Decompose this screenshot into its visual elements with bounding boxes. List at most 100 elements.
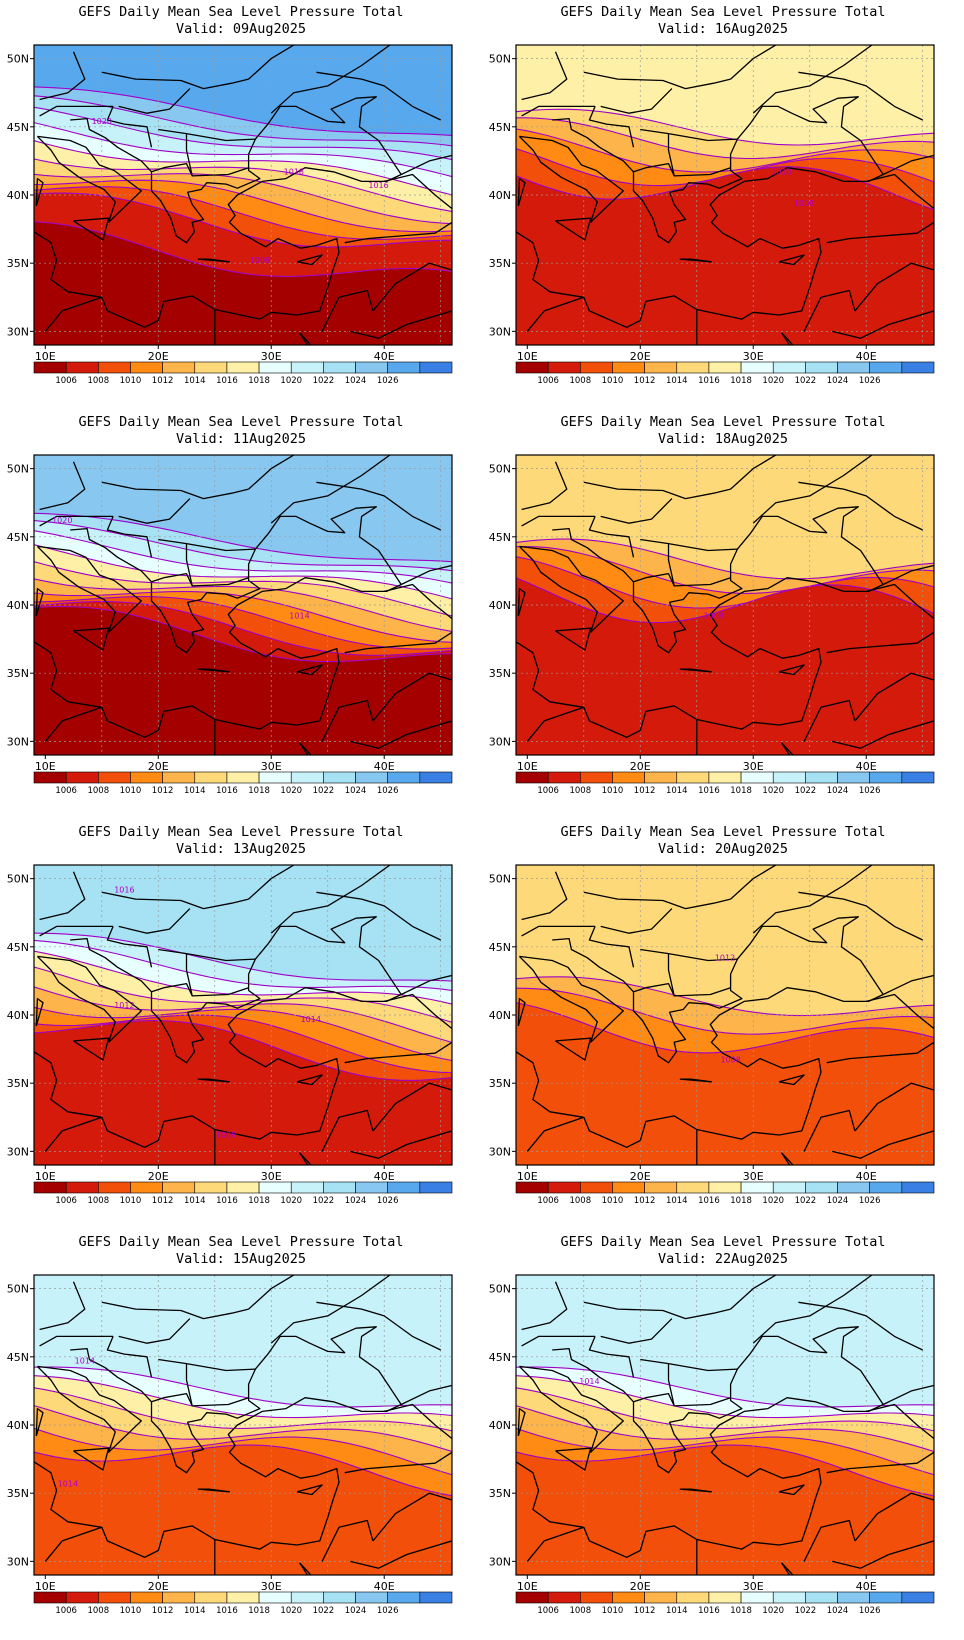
colorbar-swatch	[226, 771, 260, 784]
colorbar-label: 1022	[313, 786, 335, 796]
isobar	[34, 86, 452, 136]
lat-tick-label: 40N	[489, 1419, 511, 1432]
colorbar-swatch	[515, 1591, 549, 1604]
lat-tick-label: 35N	[489, 1077, 511, 1090]
coastline	[667, 133, 675, 177]
coastline	[321, 289, 374, 332]
isobar	[34, 950, 452, 1005]
colorbar: 1006 1008 1010 1012 1014 1016 1018 1020 1022 1024…	[515, 771, 935, 796]
coastline	[854, 1082, 934, 1132]
coastline	[197, 1488, 231, 1493]
coastline	[780, 1562, 795, 1575]
lat-tick-label: 30N	[7, 325, 29, 338]
coastline	[106, 516, 153, 558]
lon-tick-label: 20E	[630, 760, 651, 773]
coastline	[384, 993, 452, 1030]
coastline	[39, 925, 114, 937]
lat-tick-label: 50N	[7, 1283, 29, 1296]
colorbar-swatch	[162, 771, 196, 784]
colorbar-swatch	[162, 1181, 196, 1194]
lon-tick-label: 30E	[261, 1170, 282, 1183]
lat-tick-label: 45N	[489, 941, 511, 954]
colorbar-label: 1006	[55, 376, 77, 386]
coastline	[270, 455, 391, 524]
coastline	[780, 1152, 795, 1165]
coastline	[600, 88, 673, 114]
isobar	[516, 976, 934, 1017]
colorbar-swatch	[65, 1591, 99, 1604]
lat-tick-label: 45N	[489, 531, 511, 544]
colorbar-swatch	[676, 1591, 710, 1604]
isobar	[34, 966, 452, 1023]
coastline	[297, 1074, 323, 1086]
coastline	[185, 543, 193, 587]
coastline	[640, 948, 738, 962]
lat-tick-label: 40N	[7, 1009, 29, 1022]
colorbar-swatch	[387, 361, 421, 374]
coastline	[44, 1526, 103, 1562]
coastline	[633, 982, 731, 997]
isobar	[34, 561, 452, 617]
coastline	[882, 974, 934, 996]
coastline	[316, 891, 441, 941]
isobar	[34, 1020, 452, 1081]
colorbar-label: 1022	[313, 1606, 335, 1616]
isobar-label: 1016	[368, 181, 388, 190]
isobar-label: 1008	[704, 612, 724, 621]
coastline	[798, 481, 923, 531]
isobar	[34, 95, 452, 147]
colorbar-label: 1026	[377, 376, 399, 386]
colorbar-swatch	[33, 771, 67, 784]
colorbar-label: 1010	[602, 376, 624, 386]
map-panel: GEFS Daily Mean Sea Level Pressure Total…	[0, 410, 482, 820]
colorbar-label: 1008	[87, 376, 109, 386]
colorbar-label: 1024	[827, 786, 849, 796]
colorbar-label: 1006	[537, 376, 559, 386]
colorbar-swatch	[772, 361, 806, 374]
isobar	[516, 166, 934, 211]
coastline	[39, 515, 114, 527]
colorbar-swatch	[580, 1181, 613, 1194]
colorbar-swatch	[290, 361, 324, 374]
isobar	[34, 932, 452, 982]
colorbar-label: 1016	[698, 786, 720, 796]
isobar	[34, 544, 452, 600]
lon-tick-label: 30E	[261, 1580, 282, 1593]
coastline	[633, 1392, 731, 1407]
lon-tick-label: 40E	[856, 760, 877, 773]
isobar	[516, 1387, 934, 1432]
isobar	[516, 556, 934, 609]
lat-tick-label: 50N	[489, 873, 511, 886]
coastline	[780, 742, 795, 755]
coastline	[101, 1301, 249, 1320]
coastline	[555, 217, 592, 241]
lon-tick-label: 10E	[517, 1170, 538, 1183]
pressure-map: 1020 1018 1016 1008 50N 45N 40N 35N 30N 10E 20E 30E…	[7, 44, 453, 386]
coastline	[400, 564, 452, 586]
colorbar-label: 1010	[120, 1606, 142, 1616]
colorbar-swatch	[740, 771, 774, 784]
colorbar-label: 1024	[345, 376, 367, 386]
colorbar-swatch	[805, 1591, 838, 1604]
isobar	[34, 1405, 452, 1453]
coastline	[298, 332, 313, 345]
isobar	[34, 1014, 452, 1074]
colorbar-swatch	[419, 361, 453, 374]
coastline	[73, 1447, 110, 1471]
lon-tick-label: 30E	[261, 350, 282, 363]
colorbar-swatch	[547, 771, 581, 784]
lon-tick-label: 10E	[35, 1170, 56, 1183]
coastline	[882, 154, 934, 176]
coastline	[518, 135, 624, 223]
coastline	[882, 564, 934, 586]
lat-tick-label: 35N	[489, 257, 511, 270]
coastline	[298, 1562, 313, 1575]
coastline	[350, 310, 452, 339]
isobar	[34, 106, 452, 161]
lat-tick-label: 45N	[489, 1351, 511, 1364]
pressure-band	[516, 1002, 934, 1165]
colorbar-label: 1008	[569, 786, 591, 796]
colorbar-label: 1020	[762, 1606, 784, 1616]
isobar-label: 1014	[289, 612, 309, 621]
lat-tick-label: 40N	[7, 189, 29, 202]
